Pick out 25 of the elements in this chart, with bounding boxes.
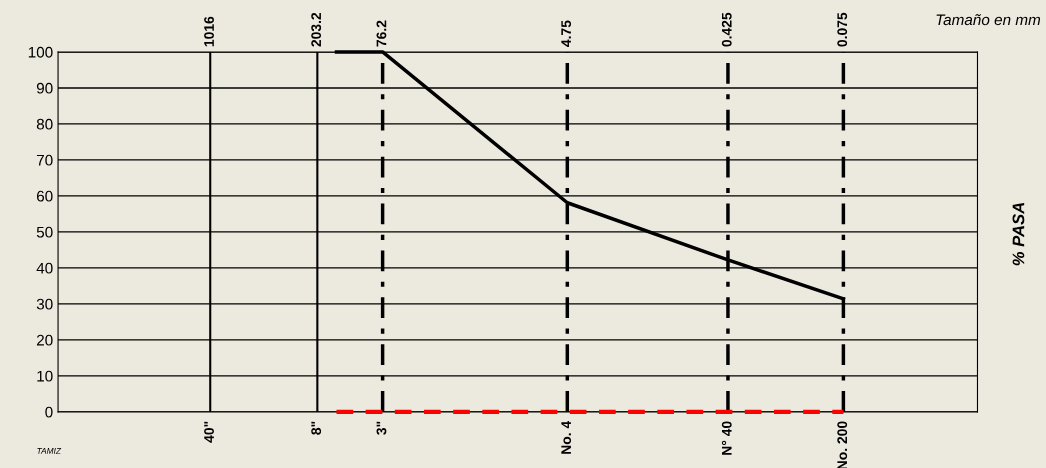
y-tick-label: 60: [36, 190, 53, 202]
text: 40": [204, 421, 214, 443]
y-tick-label: 20: [36, 334, 53, 346]
y-tick-label: 10: [37, 370, 53, 382]
y-tick-label: 80: [36, 118, 53, 130]
y-tick-label: 50: [36, 226, 53, 238]
y-tick-label: 100: [28, 46, 53, 58]
text: 8": [311, 421, 322, 435]
x-tick-label: 4.75: [561, 20, 572, 47]
x-tick-label: 0.075: [837, 12, 848, 47]
x-tick-label: 1016: [204, 16, 214, 47]
text: No. 4: [561, 420, 572, 454]
y-tick-label: 30: [36, 298, 53, 310]
x-tick-label: 76.2: [376, 20, 387, 47]
y-tick-label: 0: [45, 406, 53, 418]
x-tick-label: 0.425: [721, 12, 732, 47]
text: N° 40: [721, 421, 732, 455]
text: TAMIZ: [37, 448, 62, 454]
x-axis-title: Tamaño en mm: [936, 14, 1041, 26]
text: 3": [376, 421, 387, 435]
y-axis-title: % PASA: [1012, 202, 1025, 266]
y-tick-label: 40: [36, 262, 53, 274]
y-tick-label: 90: [36, 82, 53, 94]
y-tick-label: 70: [36, 154, 53, 166]
x-tick-label: 203.2: [311, 12, 322, 47]
